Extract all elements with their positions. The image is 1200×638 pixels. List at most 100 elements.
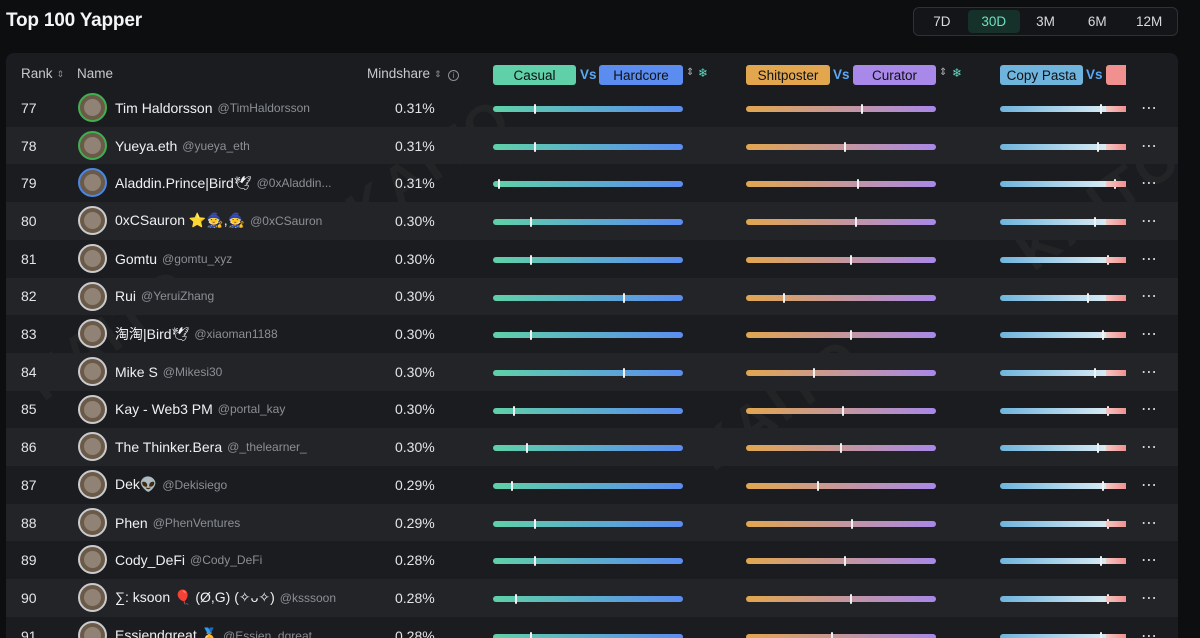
gear-icon[interactable]: ❄ xyxy=(698,66,709,80)
avatar[interactable] xyxy=(78,206,107,236)
table-row[interactable]: 79 Aladdin.Prince|Bird🕊 @0xAladdin... 0.31%… xyxy=(6,164,1178,202)
user-name-cell[interactable]: 淘淘|Bird🕊 @xiaoman1188 xyxy=(115,315,278,353)
original-bar xyxy=(1106,407,1126,414)
avatar[interactable] xyxy=(78,507,107,537)
user-name-cell[interactable]: The Thinker.Bera @_thelearner_ xyxy=(115,428,307,466)
curator-pill[interactable]: Curator xyxy=(853,65,936,85)
more-options-icon[interactable]: ⋯ xyxy=(1141,326,1158,344)
user-handle: @YeruiZhang xyxy=(141,289,215,304)
user-name-cell[interactable]: ∑: ksoon 🎈 (Ø,G) (✧ᴗ✧) @ksssoon xyxy=(115,579,336,617)
more-options-icon[interactable]: ⋯ xyxy=(1141,288,1158,306)
hardcore-pill[interactable]: Hardcore xyxy=(599,65,683,85)
bar-marker xyxy=(533,104,536,114)
rank-value: 89 xyxy=(21,552,37,569)
user-name-cell[interactable]: Cody_DeFi @Cody_DeFi xyxy=(115,541,262,579)
range-tab-7d[interactable]: 7D xyxy=(933,14,951,29)
table-row[interactable]: 81 Gomtu @gomtu_xyz 0.30% ⋯ xyxy=(6,240,1178,278)
casual-pill[interactable]: Casual xyxy=(493,65,576,85)
table-row[interactable]: 77 Tim Haldorsson @TimHaldorsson 0.31% ⋯ xyxy=(6,89,1178,127)
mindshare-value: 0.30% xyxy=(395,326,435,343)
table-row[interactable]: 89 Cody_DeFi @Cody_DeFi 0.28% ⋯ xyxy=(6,541,1178,579)
rank-value: 82 xyxy=(21,288,37,305)
user-name-cell[interactable]: Essiendgreat 🏅 @Essien_dgreat xyxy=(115,617,312,638)
range-tab-30d[interactable]: 30D xyxy=(967,10,1020,33)
range-tab-6m[interactable]: 6M xyxy=(1087,14,1107,29)
mindshare-value: 0.31% xyxy=(395,99,435,116)
more-options-icon[interactable]: ⋯ xyxy=(1141,99,1158,117)
shitposter-pill[interactable]: Shitposter xyxy=(746,65,830,85)
table-row[interactable]: 86 The Thinker.Bera @_thelearner_ 0.30% ⋯ xyxy=(6,428,1178,466)
table-row[interactable]: 82 Rui @YeruiZhang 0.30% ⋯ xyxy=(6,277,1178,316)
more-options-icon[interactable]: ⋯ xyxy=(1141,250,1158,268)
avatar[interactable] xyxy=(78,281,107,311)
more-options-icon[interactable]: ⋯ xyxy=(1141,589,1158,607)
bar-marker xyxy=(533,556,536,567)
user-name-cell[interactable]: Gomtu @gomtu_xyz xyxy=(115,240,232,278)
more-options-icon[interactable]: ⋯ xyxy=(1141,439,1158,457)
table-row[interactable]: 90 ∑: ksoon 🎈 (Ø,G) (✧ᴗ✧) @ksssoon 0.28% ⋯ xyxy=(6,579,1178,617)
user-name-cell[interactable]: Yueya.eth @yueya_eth xyxy=(115,127,250,165)
avatar[interactable] xyxy=(78,356,107,386)
more-options-icon[interactable]: ⋯ xyxy=(1141,627,1158,638)
bar-marker xyxy=(1093,217,1096,228)
avatar[interactable] xyxy=(78,93,107,122)
copy-pasta-bar xyxy=(1000,217,1126,228)
avatar[interactable] xyxy=(78,130,107,160)
table-row[interactable]: 84 Mike S @Mikesi30 0.30% ⋯ xyxy=(6,352,1178,391)
more-options-icon[interactable]: ⋯ xyxy=(1141,514,1158,532)
avatar[interactable] xyxy=(78,545,107,575)
avatar[interactable] xyxy=(78,394,107,424)
avatar[interactable] xyxy=(78,319,107,349)
shitposter-curator-bar xyxy=(746,104,936,114)
user-name-cell[interactable]: Rui @YeruiZhang xyxy=(115,278,214,316)
bar-marker xyxy=(849,330,852,341)
avatar[interactable] xyxy=(78,243,107,273)
avatar[interactable] xyxy=(78,620,107,638)
avatar[interactable] xyxy=(78,470,107,499)
table-row[interactable]: 85 Kay - Web3 PM @portal_kay 0.30% ⋯ xyxy=(6,391,1178,429)
user-display-name: Cody_DeFi xyxy=(115,552,186,569)
more-options-icon[interactable]: ⋯ xyxy=(1141,476,1158,494)
user-name-cell[interactable]: Mike S @Mikesi30 xyxy=(115,353,222,391)
more-options-icon[interactable]: ⋯ xyxy=(1141,175,1158,193)
table-row[interactable]: 88 Phen @PhenVentures 0.29% ⋯ xyxy=(6,503,1178,542)
casual-hardcore-bar xyxy=(493,481,683,491)
more-options-icon[interactable]: ⋯ xyxy=(1141,552,1158,570)
more-options-icon[interactable]: ⋯ xyxy=(1141,363,1158,381)
bar-marker xyxy=(511,481,513,491)
sort-icon[interactable]: ⇕ xyxy=(939,67,948,78)
avatar[interactable] xyxy=(78,432,107,462)
table-row[interactable]: 78 Yueya.eth @yueya_eth 0.31% ⋯ xyxy=(6,126,1178,165)
more-options-icon[interactable]: ⋯ xyxy=(1141,212,1158,230)
user-name-cell[interactable]: 0xCSauron ⭐🧙,🧙 @0xCSauron xyxy=(115,202,322,240)
mindshare-header[interactable]: Mindshare ⇕ i xyxy=(367,66,460,81)
more-options-icon[interactable]: ⋯ xyxy=(1141,401,1158,419)
rank-header[interactable]: Rank ⇕ xyxy=(21,66,65,81)
user-name-cell[interactable]: Tim Haldorsson @TimHaldorsson xyxy=(115,89,310,127)
mindshare-value: 0.29% xyxy=(395,514,435,531)
user-display-name: 0xCSauron ⭐🧙,🧙 xyxy=(115,212,246,229)
more-options-icon[interactable]: ⋯ xyxy=(1141,137,1158,155)
shitposter-curator-bar xyxy=(746,443,936,454)
range-tab-3m[interactable]: 3M xyxy=(1036,14,1055,29)
table-row[interactable]: 91 Essiendgreat 🏅 @Essien_dgreat 0.28% ⋯ xyxy=(6,617,1178,638)
bar-marker xyxy=(1097,443,1100,454)
shitposter-curator-bar xyxy=(746,141,936,152)
table-row[interactable]: 80 0xCSauron ⭐🧙,🧙 @0xCSauron 0.30% ⋯ xyxy=(6,202,1178,240)
range-tab-12m[interactable]: 12M xyxy=(1135,14,1163,29)
avatar[interactable] xyxy=(78,583,107,613)
gear-icon[interactable]: ❄ xyxy=(952,66,963,80)
copy-pasta-pill[interactable]: Copy Pasta xyxy=(1000,65,1083,85)
table-row[interactable]: 87 Dek👽 @Dekisiego 0.29% ⋯ xyxy=(6,466,1178,504)
user-name-cell[interactable]: Dek👽 @Dekisiego xyxy=(115,466,227,504)
table-row[interactable]: 83 淘淘|Bird🕊 @xiaoman1188 0.30% ⋯ xyxy=(6,315,1178,353)
user-name-cell[interactable]: Phen @PhenVentures xyxy=(115,504,240,542)
original-bar xyxy=(1106,332,1126,339)
info-icon[interactable]: i xyxy=(448,70,460,81)
user-name-cell[interactable]: Kay - Web3 PM @portal_kay xyxy=(115,391,285,429)
original-pill[interactable] xyxy=(1106,65,1126,85)
user-name-cell[interactable]: Aladdin.Prince|Bird🕊 @0xAladdin... xyxy=(115,164,331,202)
avatar[interactable] xyxy=(78,168,107,198)
bar-marker xyxy=(1099,104,1102,114)
sort-icon[interactable]: ⇕ xyxy=(686,67,695,78)
